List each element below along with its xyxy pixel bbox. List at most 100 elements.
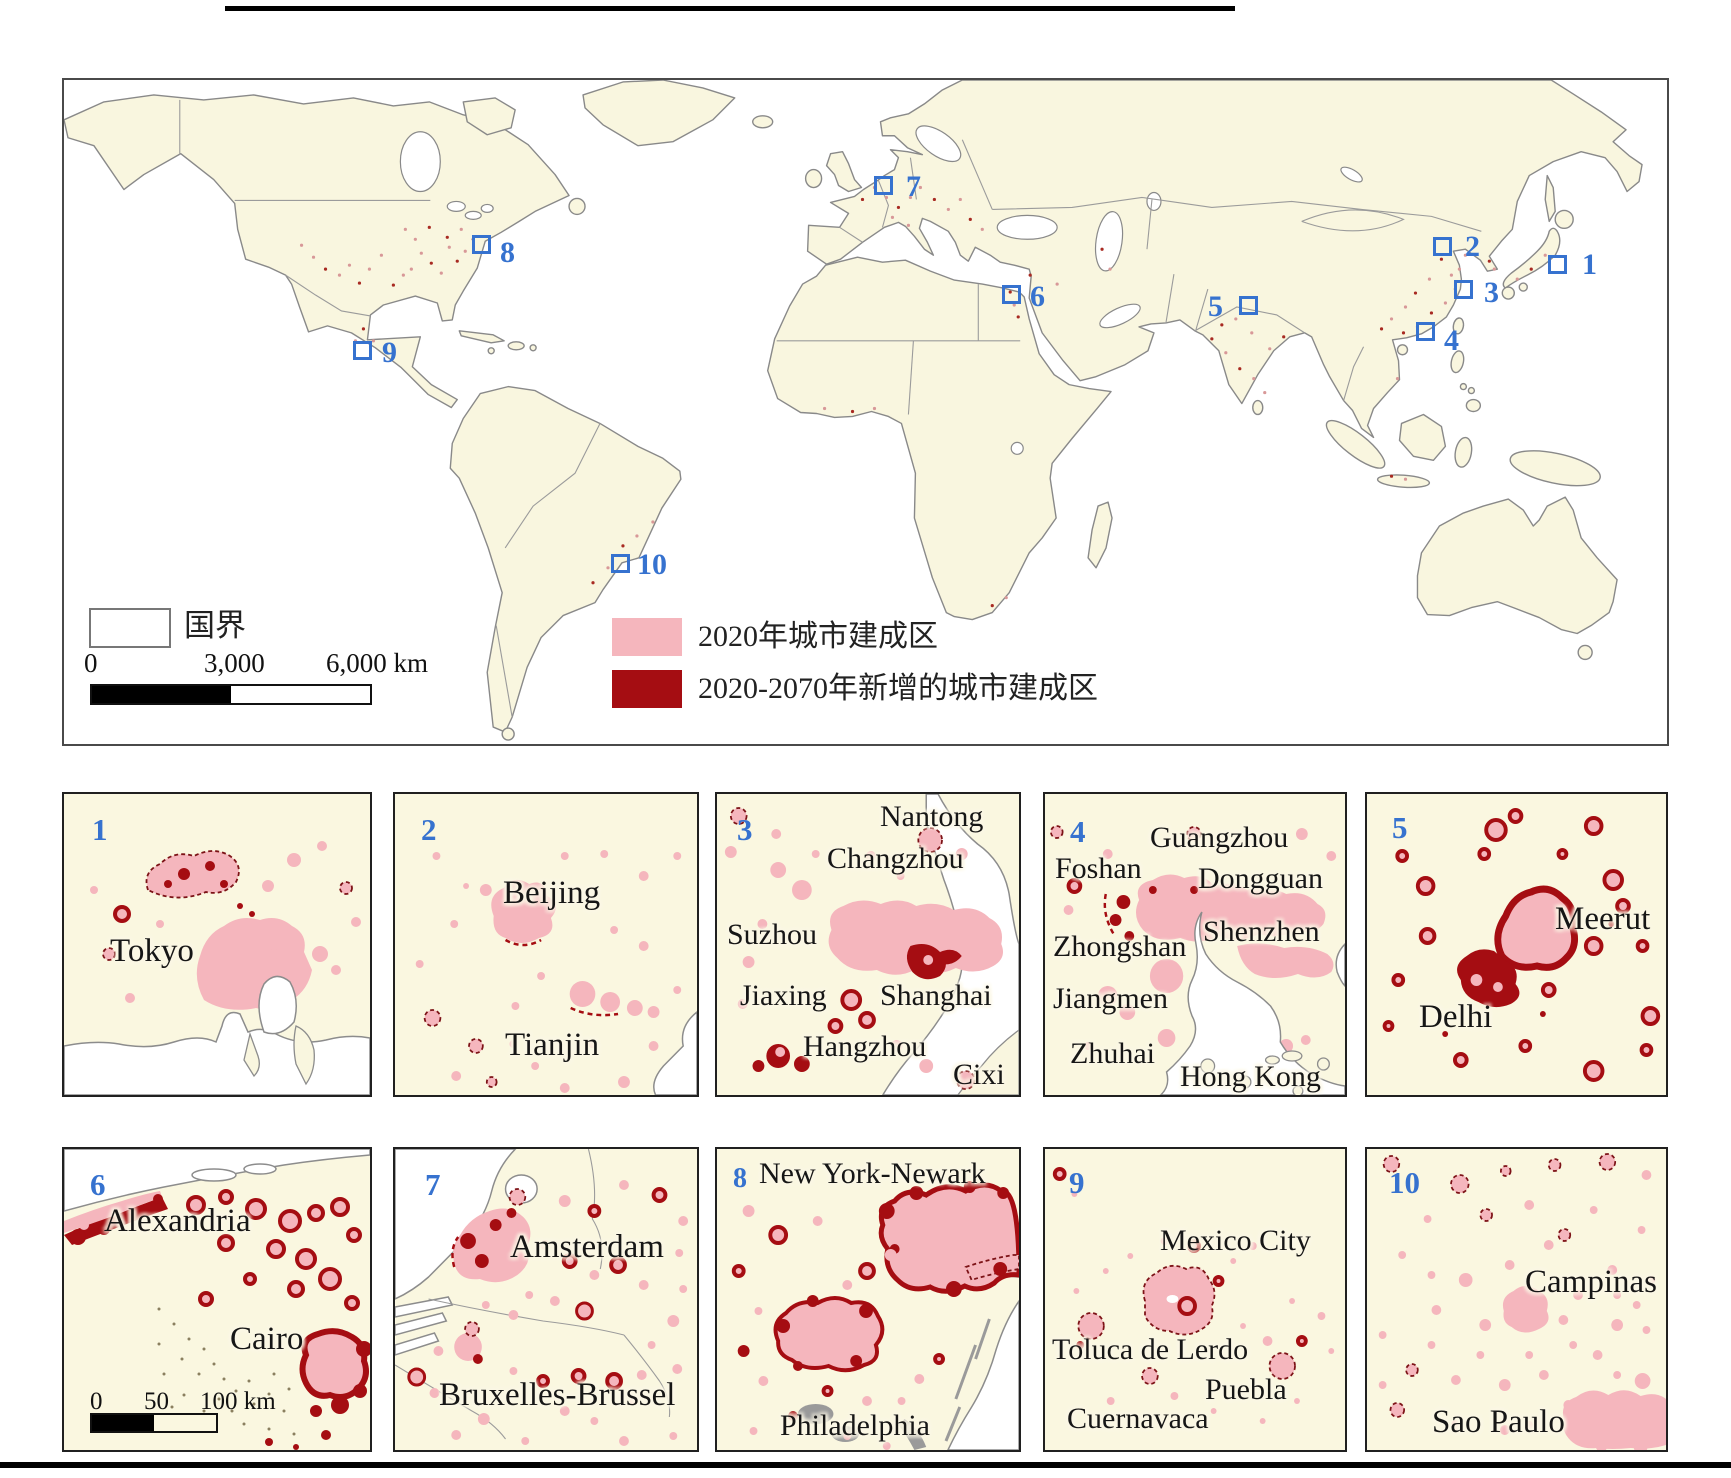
city-label-sao-paulo: Sao Paulo (1432, 1404, 1565, 1440)
city-label-beijing: Beijing (503, 875, 601, 911)
panel-6-number: 6 (90, 1167, 106, 1202)
city-label-jiaxing: Jiaxing (740, 979, 827, 1012)
panel-1-tokyo: 1 Tokyo (62, 792, 372, 1097)
panel-3-graphic (724, 794, 1019, 1095)
panel-9-number: 9 (1069, 1165, 1085, 1200)
city-label-zhuhai: Zhuhai (1070, 1037, 1155, 1070)
city-label-meerut: Meerut (1555, 901, 1651, 937)
panel-5-number: 5 (1392, 810, 1408, 845)
legend-boundary-label: 国界 (184, 608, 246, 643)
site-marker-box-9 (353, 341, 372, 360)
site-marker-box-4 (1416, 322, 1435, 341)
city-label-nantong: Nantong (880, 800, 984, 833)
city-label-changzhou: Changzhou (827, 842, 964, 875)
panel-1-graphic (64, 841, 370, 1095)
inland-waters (399, 125, 1363, 455)
panel-4-pearl-river-delta: 4 Foshan Guangzhou Dongguan Zhongshan Sh… (1043, 792, 1347, 1097)
legend-urban2020-swatch (612, 618, 682, 656)
site-marker-box-5 (1239, 296, 1258, 315)
site-marker-label-10: 10 (637, 548, 667, 581)
city-label-mexico-city: Mexico City (1160, 1224, 1311, 1257)
panel-1-number: 1 (92, 812, 108, 847)
scale-bar-fill (92, 686, 231, 703)
panel-7-number: 7 (425, 1167, 441, 1202)
panel-9-mexico-city: 9 Mexico City Toluca de Lerdo Puebla Cue… (1043, 1147, 1347, 1452)
site-marker-box-8 (472, 235, 491, 254)
city-label-guangzhou: Guangzhou (1150, 821, 1289, 854)
legend-urban-new-swatch (612, 670, 682, 708)
urban-speckles (299, 185, 1547, 608)
city-label-tokyo: Tokyo (110, 933, 194, 969)
scale-end: 6,000 km (326, 648, 429, 678)
scale-zero: 0 (84, 648, 98, 678)
site-marker-label-5: 5 (1208, 290, 1223, 323)
city-label-foshan: Foshan (1055, 852, 1142, 885)
city-label-dongguan: Dongguan (1198, 862, 1323, 895)
site-marker-box-3 (1454, 280, 1473, 299)
city-label-new-york-newark: New York-Newark (759, 1157, 986, 1190)
site-marker-label-7: 7 (906, 170, 921, 203)
panel-10-sao-paulo: 10 Campinas Sao Paulo (1365, 1147, 1668, 1452)
panel-scale-bar (90, 1413, 218, 1433)
city-label-shenzhen: Shenzhen (1203, 915, 1320, 948)
city-label-cairo: Cairo (230, 1321, 304, 1357)
city-label-campinas: Campinas (1525, 1264, 1657, 1300)
legend-boundary-swatch (89, 608, 171, 648)
legend-urban2020-label: 2020年城市建成区 (698, 620, 938, 653)
panel-4-graphic (1050, 825, 1345, 1095)
city-label-puebla: Puebla (1205, 1373, 1287, 1406)
continents (64, 80, 1643, 741)
site-marker-box-7 (874, 176, 893, 195)
panel-scale-zero: 0 (90, 1388, 103, 1415)
panel-5-delhi-meerut: 5 Meerut Delhi (1365, 792, 1668, 1097)
panel-8-number: 8 (733, 1163, 747, 1194)
panel-3-yangtze-delta: 3 Nantong Changzhou Suzhou Jiaxing Shang… (715, 792, 1021, 1097)
bottom-rule (0, 1462, 1731, 1468)
site-marker-label-4: 4 (1444, 324, 1459, 357)
panel-6-graphic (64, 1149, 370, 1450)
desert-speckles (157, 1307, 296, 1436)
scale-mid: 3,000 (204, 648, 265, 678)
panel-scale-end: 100 km (200, 1388, 276, 1415)
top-rule (225, 6, 1235, 11)
city-label-cuernavaca: Cuernavaca (1067, 1402, 1209, 1435)
city-label-jiangmen: Jiangmen (1053, 982, 1168, 1015)
panel-scale-bar-fill (92, 1415, 154, 1431)
panel-7-amsterdam-brussels: 7 Amsterdam Bruxelles-Brussel (393, 1147, 699, 1452)
city-label-zhongshan: Zhongshan (1053, 930, 1187, 963)
site-marker-box-1 (1548, 255, 1567, 274)
panel-9-graphic (1052, 1167, 1335, 1424)
city-label-suzhou: Suzhou (727, 918, 817, 951)
site-marker-label-6: 6 (1030, 280, 1045, 313)
city-label-shanghai: Shanghai (880, 979, 992, 1012)
panel-2-graphic (415, 850, 697, 1095)
country-borders (179, 99, 1482, 718)
panel-5-graphic (1382, 808, 1661, 1082)
site-marker-label-1: 1 (1582, 248, 1597, 281)
panel-3-number: 3 (737, 812, 753, 847)
city-label-delhi: Delhi (1419, 999, 1493, 1035)
city-label-amsterdam: Amsterdam (510, 1229, 664, 1265)
panel-7-graphic (395, 1149, 689, 1446)
site-marker-box-10 (611, 554, 630, 573)
city-label-toluca: Toluca de Lerdo (1052, 1333, 1249, 1366)
legend-urban-new-label: 2020-2070年新增的城市建成区 (698, 672, 1098, 705)
panel-6-cairo-alexandria: 6 Alexandria Cairo 0 50 100 km (62, 1147, 372, 1452)
panel-4-number: 4 (1070, 814, 1086, 849)
panel-2-beijing-tianjin: 2 Beijing Tianjin (393, 792, 699, 1097)
world-map: 1 2 3 4 5 6 7 8 9 10 国界 2020年城市建成区 2020-… (62, 78, 1669, 746)
site-marker-label-2: 2 (1465, 230, 1480, 263)
panel-8-newyork-philadelphia: 8 New York-Newark Philadelphia (715, 1147, 1021, 1452)
scale-bar (90, 684, 372, 705)
city-label-brussels: Bruxelles-Brussel (439, 1377, 676, 1413)
city-label-alexandria: Alexandria (104, 1203, 251, 1239)
panel-2-number: 2 (421, 812, 437, 847)
site-marker-label-9: 9 (382, 336, 397, 369)
site-marker-box-2 (1433, 237, 1452, 256)
panel-10-graphic (1378, 1153, 1666, 1450)
panel-10-number: 10 (1389, 1165, 1420, 1200)
panel-8-graphic (731, 1181, 1019, 1450)
city-label-hangzhou: Hangzhou (803, 1030, 927, 1063)
city-label-philadelphia: Philadelphia (780, 1409, 930, 1442)
